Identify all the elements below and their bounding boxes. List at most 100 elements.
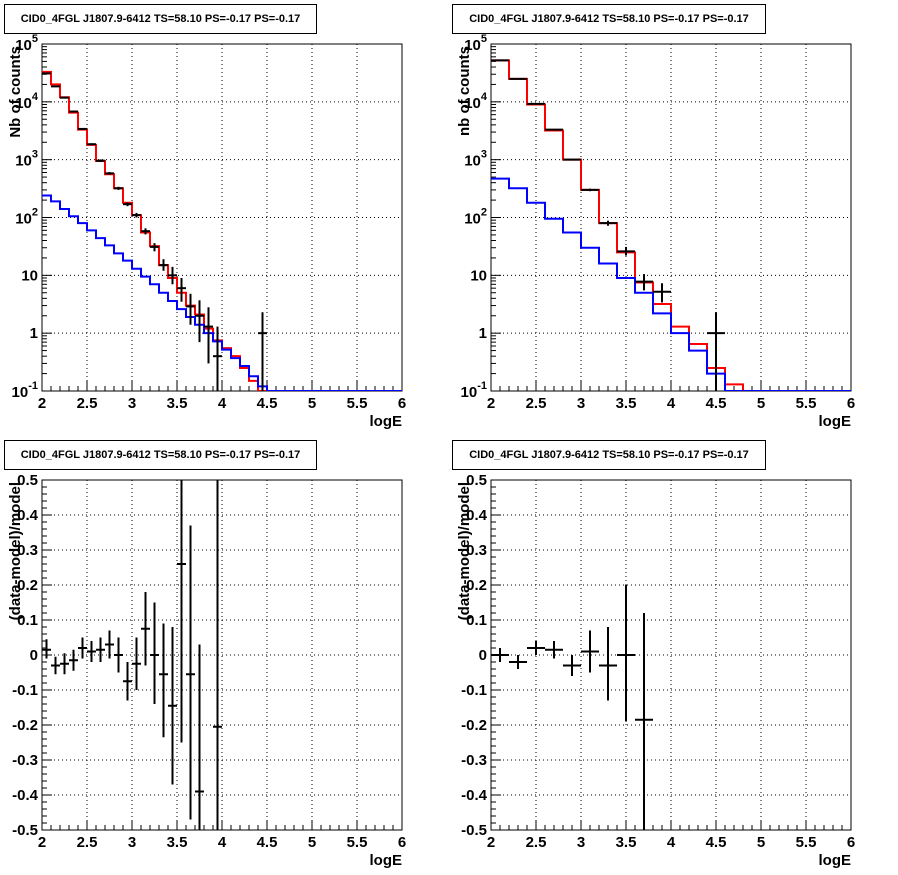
panel-title: CID0_4FGL J1807.9-6412 TS=58.10 PS=-0.17… [4, 4, 317, 34]
data-point [177, 277, 186, 302]
y-tick-label: 0.5 [466, 472, 487, 489]
x-tick-label: 3 [128, 395, 136, 412]
y-tick-exponent: -1 [477, 380, 487, 392]
y-tick-label: 0.1 [17, 612, 38, 629]
y-tick-exponent: -1 [28, 380, 38, 392]
y-tick-label: -0.4 [12, 787, 39, 804]
data-point [617, 246, 635, 256]
y-tick-base: 10 [464, 37, 481, 54]
plot-area [42, 70, 402, 391]
y-tick-exponent: 4 [481, 91, 488, 103]
x-tick-label: 4.5 [257, 395, 278, 412]
y-tick-label: 104 [15, 91, 39, 112]
data-point [123, 202, 132, 207]
x-tick-label: 2 [487, 834, 495, 851]
data-point [69, 649, 78, 671]
x-tick-label: 6 [398, 395, 406, 412]
x-tick-label: 4 [218, 395, 227, 412]
data-point [132, 212, 141, 218]
data-point [69, 110, 78, 113]
panel-title: CID0_4FGL J1807.9-6412 TS=58.10 PS=-0.17… [452, 440, 766, 470]
x-axis-label: logE [819, 852, 852, 869]
x-tick-label: 5.5 [796, 834, 817, 851]
data-point [42, 639, 51, 659]
data-point [581, 188, 599, 192]
x-tick-label: 5.5 [347, 395, 368, 412]
x-axis-label: logE [370, 852, 403, 869]
y-tick-label: 10 [21, 267, 38, 284]
x-tick-label: 2 [487, 395, 495, 412]
series-line-0 [491, 59, 851, 391]
y-tick-exponent: 3 [481, 149, 487, 161]
x-tick-label: 6 [398, 834, 406, 851]
y-tick-label: -0.1 [12, 682, 38, 699]
y-tick-label: -0.4 [461, 787, 488, 804]
series-line-1 [491, 177, 851, 391]
x-tick-label: 3 [128, 834, 136, 851]
panel-title: CID0_4FGL J1807.9-6412 TS=58.10 PS=-0.17… [4, 440, 317, 470]
y-tick-label: -0.2 [12, 717, 38, 734]
panel-title: CID0_4FGL J1807.9-6412 TS=58.10 PS=-0.17… [452, 4, 766, 34]
y-tick-label: 0.4 [466, 507, 488, 524]
y-axis-label: (data-model)/model [456, 482, 473, 620]
y-tick-label: -0.1 [461, 682, 487, 699]
x-tick-label: 4 [667, 834, 676, 851]
y-axis-label: (data-model)/model [7, 482, 24, 620]
plot-area [491, 585, 653, 830]
y-tick-label: -0.2 [461, 717, 487, 734]
x-tick-label: 2.5 [526, 395, 547, 412]
data-point [141, 592, 150, 666]
x-tick-label: 5.5 [796, 395, 817, 412]
data-point [168, 266, 177, 285]
x-tick-label: 2.5 [526, 834, 547, 851]
data-point [599, 627, 617, 701]
data-point [545, 128, 563, 131]
y-tick-label: 10 [470, 267, 487, 284]
y-tick-base: 10 [461, 384, 478, 401]
data-point [51, 85, 60, 88]
data-point [123, 662, 132, 701]
x-tick-label: 3.5 [616, 395, 637, 412]
data-point [42, 72, 51, 75]
data-point [195, 300, 204, 343]
data-point [258, 312, 267, 391]
x-tick-label: 4.5 [257, 834, 278, 851]
data-point [563, 158, 581, 161]
y-tick-label: -0.5 [12, 822, 38, 839]
data-point [186, 525, 195, 820]
data-point [96, 159, 105, 163]
data-point [527, 641, 545, 655]
x-tick-label: 3.5 [167, 395, 188, 412]
y-tick-label: 103 [464, 149, 487, 170]
x-axis-label: logE [819, 413, 852, 430]
x-tick-label: 2.5 [77, 834, 98, 851]
x-tick-label: 5 [308, 834, 316, 851]
x-tick-label: 5 [757, 834, 765, 851]
y-tick-base: 10 [15, 37, 32, 54]
x-tick-label: 2 [38, 395, 46, 412]
data-point [527, 102, 545, 105]
y-tick-exponent: 5 [32, 33, 38, 45]
data-point [78, 127, 87, 130]
y-tick-exponent: 4 [32, 91, 39, 103]
y-tick-label: 10-1 [461, 380, 487, 401]
data-point [132, 637, 141, 690]
data-point [177, 480, 186, 743]
y-tick-base: 10 [464, 153, 481, 170]
data-point [581, 630, 599, 673]
y-tick-label: 0.2 [466, 577, 487, 594]
data-point [635, 613, 653, 830]
y-tick-base: 10 [15, 211, 32, 228]
x-tick-label: 4 [218, 834, 227, 851]
data-point [96, 637, 105, 662]
panel-1: 2 2.5 3 3.5 4 4.5 5 5.5 6logE10-1110102103104105… [456, 33, 855, 430]
x-tick-label: 6 [847, 395, 855, 412]
y-tick-label: 10-1 [12, 380, 38, 401]
data-point [159, 623, 168, 738]
y-tick-label: 1 [479, 325, 487, 342]
x-tick-label: 3.5 [616, 834, 637, 851]
plot-area [42, 480, 222, 830]
